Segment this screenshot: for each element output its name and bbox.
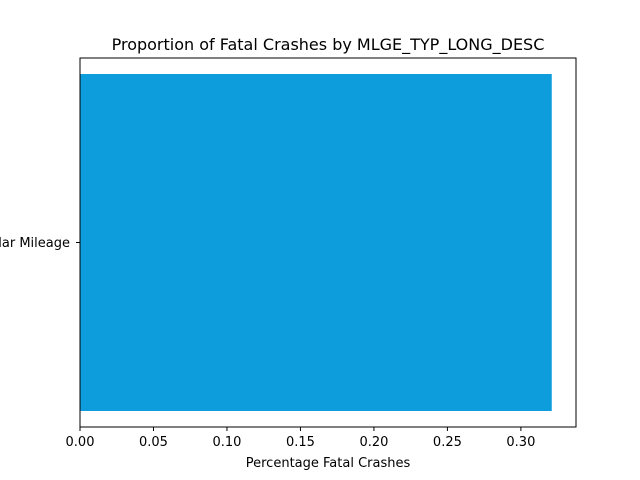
x-axis-label: Percentage Fatal Crashes	[246, 456, 411, 471]
x-tick-label: 0.30	[506, 435, 535, 450]
y-tick-label: Regular Mileage	[0, 236, 70, 251]
chart-title: Proportion of Fatal Crashes by MLGE_TYP_…	[112, 35, 545, 55]
x-tick-label: 0.25	[433, 435, 462, 450]
bars-layer	[80, 74, 552, 411]
x-tick-label: 0.00	[66, 435, 95, 450]
y-axis-ticks: Regular Mileage	[0, 236, 80, 251]
x-tick-label: 0.10	[212, 435, 241, 450]
x-tick-label: 0.15	[286, 435, 315, 450]
bar-regular-mileage	[80, 74, 552, 411]
plot-frame	[79, 57, 577, 428]
x-tick-label: 0.05	[139, 435, 168, 450]
x-axis-ticks: 0.00 0.05 0.10 0.15 0.20 0.25 0.30	[66, 427, 535, 450]
x-tick-label: 0.20	[359, 435, 388, 450]
